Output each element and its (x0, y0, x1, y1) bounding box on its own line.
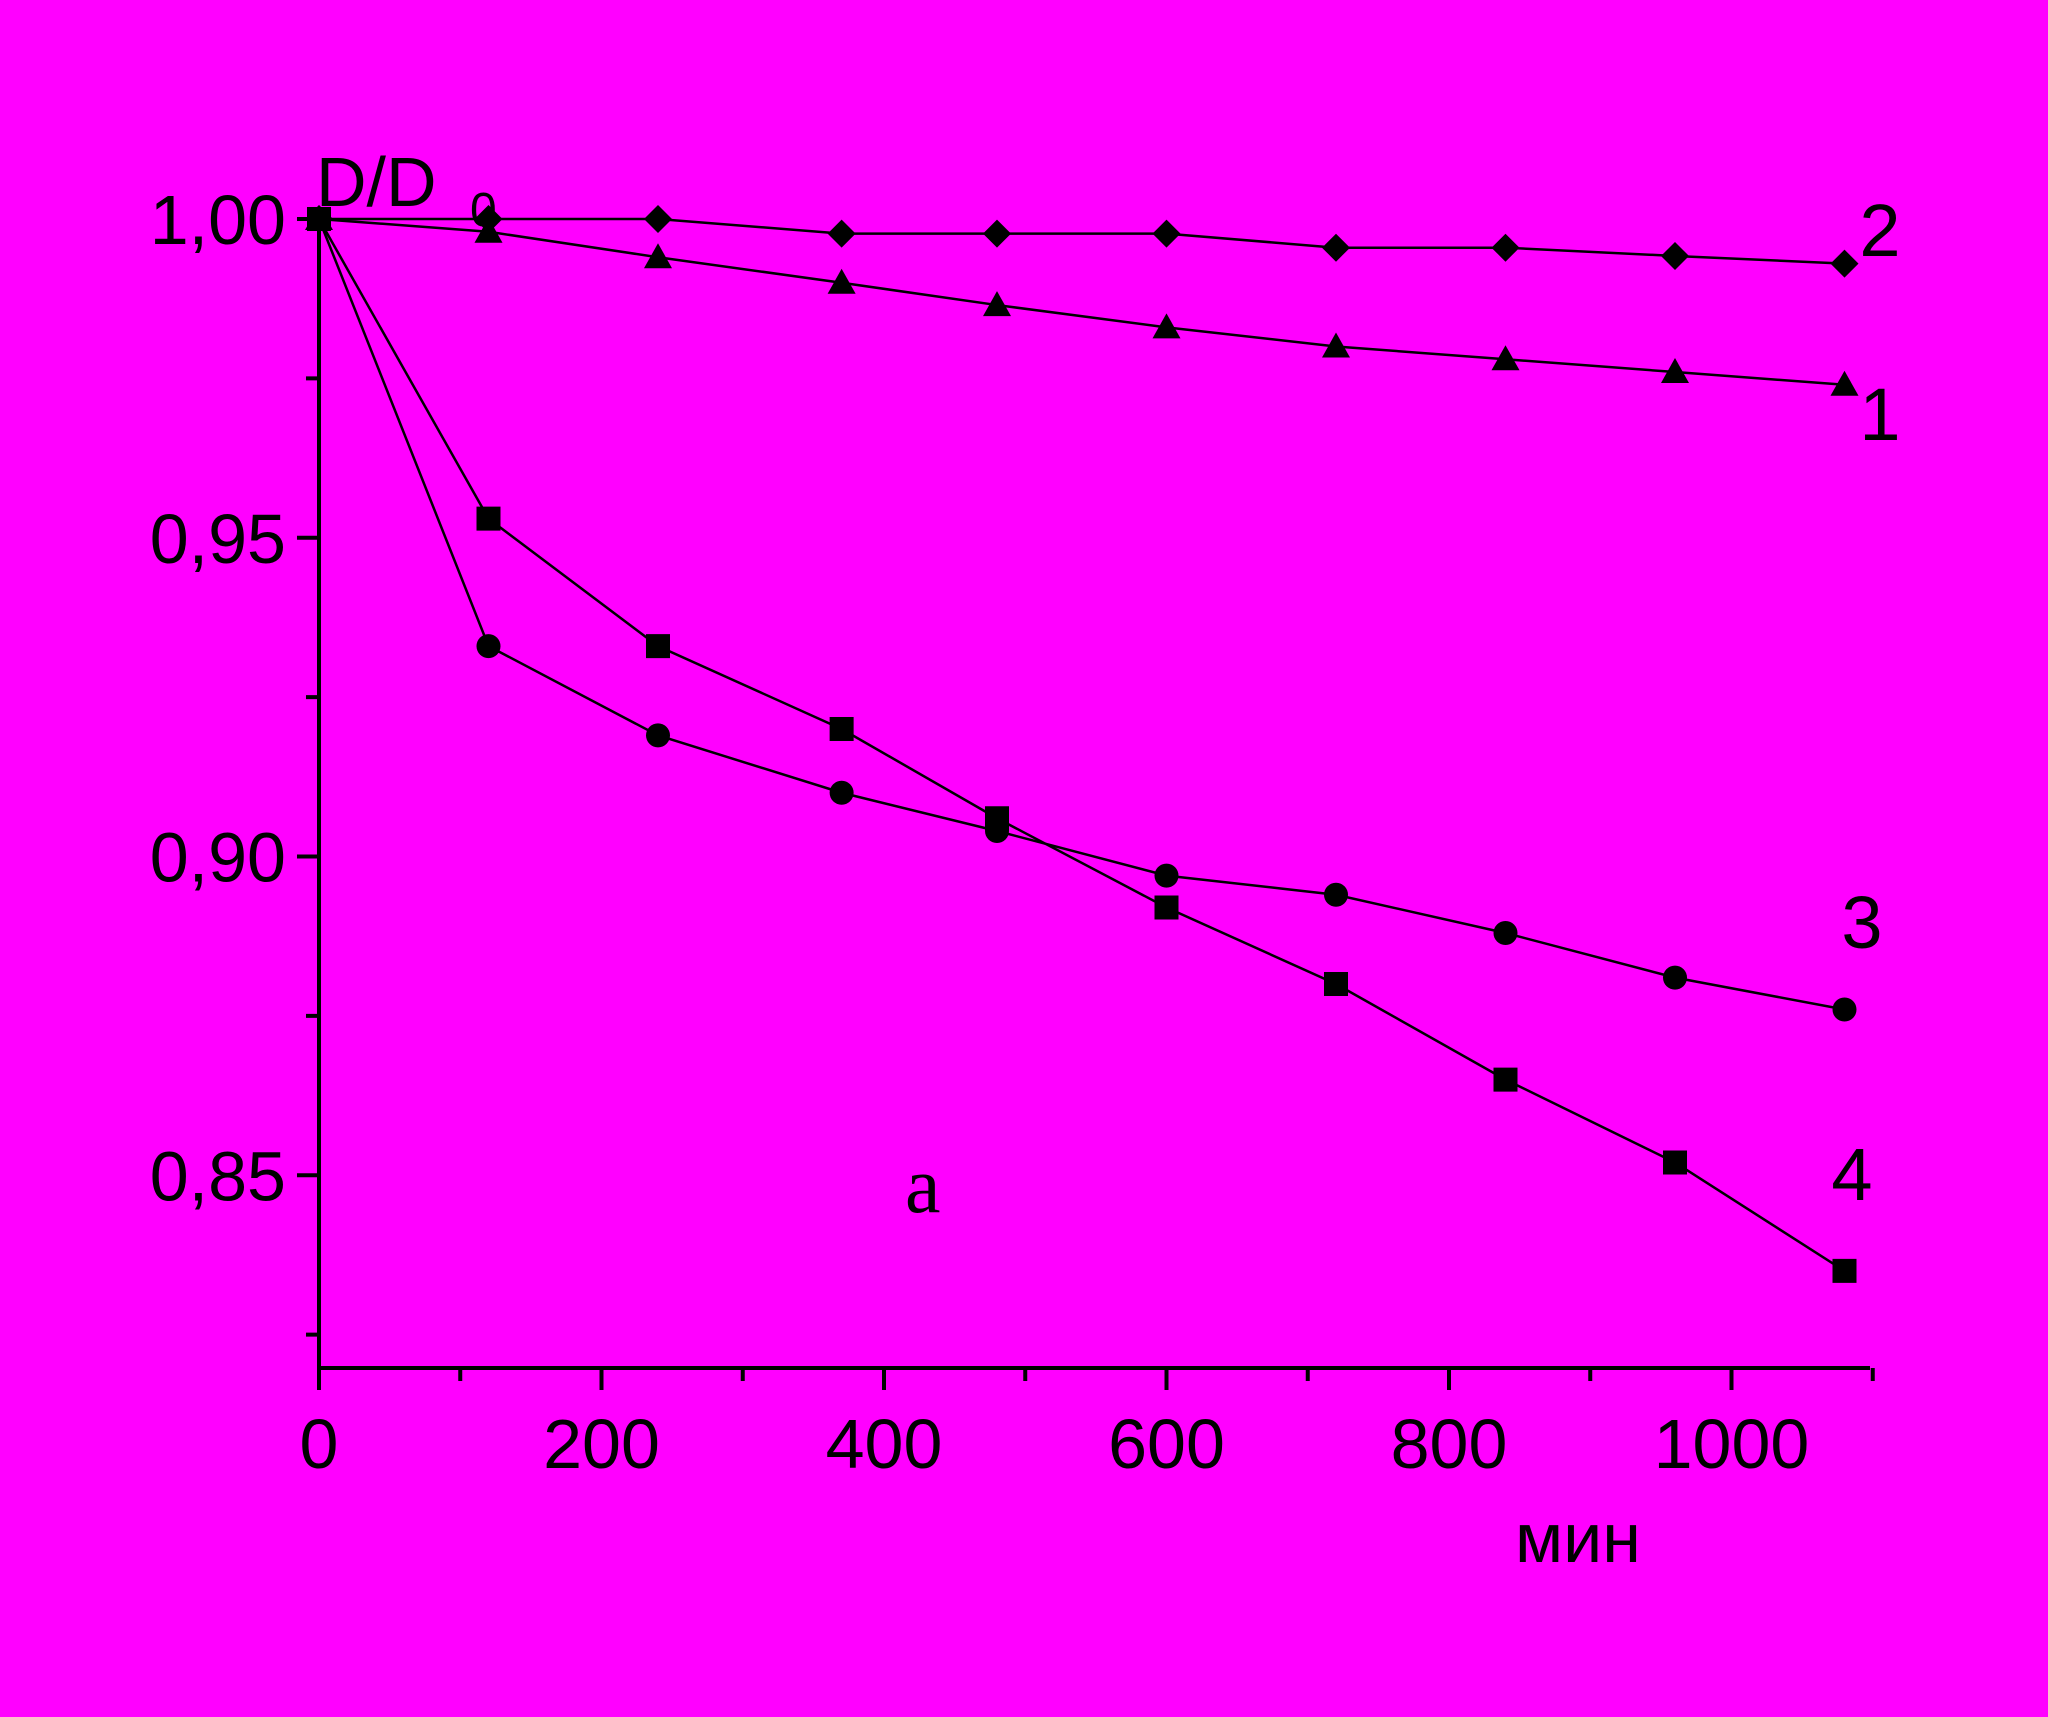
x-tick-label: 600 (1108, 1405, 1225, 1483)
y-tick-label: 0,90 (150, 819, 286, 897)
data-point-triangle (1322, 332, 1350, 358)
y-tick-label: 1,00 (150, 181, 286, 259)
data-point-square (985, 806, 1009, 831)
data-point-square (476, 506, 501, 531)
x-tick-label: 400 (826, 1405, 943, 1483)
y-tick-label: 0,85 (150, 1137, 286, 1215)
series-line (319, 217, 1845, 265)
data-point-diamond (474, 205, 503, 233)
y-axis-title-subscript: 0 (470, 184, 497, 237)
data-point-triangle (1491, 345, 1520, 371)
data-point-triangle (983, 291, 1011, 317)
data-point-diamond (983, 219, 1011, 248)
data-point-diamond (1322, 233, 1350, 262)
series-1: 1 (305, 205, 1901, 456)
data-point-diamond (1152, 219, 1181, 248)
panel-label: а (905, 1142, 941, 1230)
series-line (317, 218, 1845, 1011)
data-point-circle (476, 634, 501, 659)
data-point-square (1154, 895, 1179, 920)
data-point-square (1663, 1150, 1687, 1175)
series-line (317, 218, 1846, 1272)
data-point-triangle (1661, 358, 1689, 383)
data-point-circle (1663, 965, 1687, 990)
series-label: 4 (1831, 1133, 1872, 1216)
x-tick-label: 0 (300, 1405, 339, 1483)
x-tick-label: 200 (543, 1405, 660, 1483)
data-point-diamond (644, 205, 672, 233)
data-point-square (1493, 1067, 1518, 1092)
data-point-diamond (1491, 233, 1520, 262)
data-point-diamond (1830, 249, 1859, 278)
x-tick-label: 1000 (1654, 1405, 1810, 1483)
series-label: 2 (1859, 189, 1900, 272)
data-point-circle (646, 723, 670, 748)
data-point-diamond (1661, 241, 1689, 270)
labels-layer: D/D 0 мин а (316, 143, 1641, 1577)
data-point-diamond (827, 219, 856, 248)
data-point-square (646, 634, 670, 659)
x-tick-label: 800 (1391, 1405, 1508, 1483)
data-point-circle (1832, 997, 1857, 1022)
data-point-triangle (827, 268, 856, 294)
data-point-circle (829, 780, 854, 805)
data-point-square (829, 717, 854, 741)
data-point-circle (1154, 863, 1179, 888)
data-point-circle (1324, 882, 1348, 907)
series-2: 2 (305, 189, 1901, 278)
axes-layer (317, 210, 1870, 1370)
y-tick-label: 0,95 (150, 500, 286, 578)
data-point-triangle (644, 243, 672, 269)
series-layer: 1 2 3 4 (305, 189, 1901, 1283)
series-label: 1 (1859, 373, 1900, 456)
data-point-square (1832, 1258, 1857, 1283)
data-point-triangle (1830, 370, 1859, 396)
series-label: 3 (1841, 881, 1882, 964)
data-point-circle (1493, 921, 1518, 945)
series-4: 4 (307, 207, 1873, 1283)
ticks-layer: 0 200 400 600 800 1000 1,00 0,95 0,90 0,85 (150, 181, 1875, 1483)
y-axis-title: D/D (316, 143, 437, 221)
data-point-triangle (1152, 313, 1181, 339)
series-3: 3 (307, 207, 1883, 1022)
series-line (318, 217, 1845, 386)
data-point-square (1324, 972, 1348, 996)
x-axis-title: мин (1515, 1499, 1641, 1577)
